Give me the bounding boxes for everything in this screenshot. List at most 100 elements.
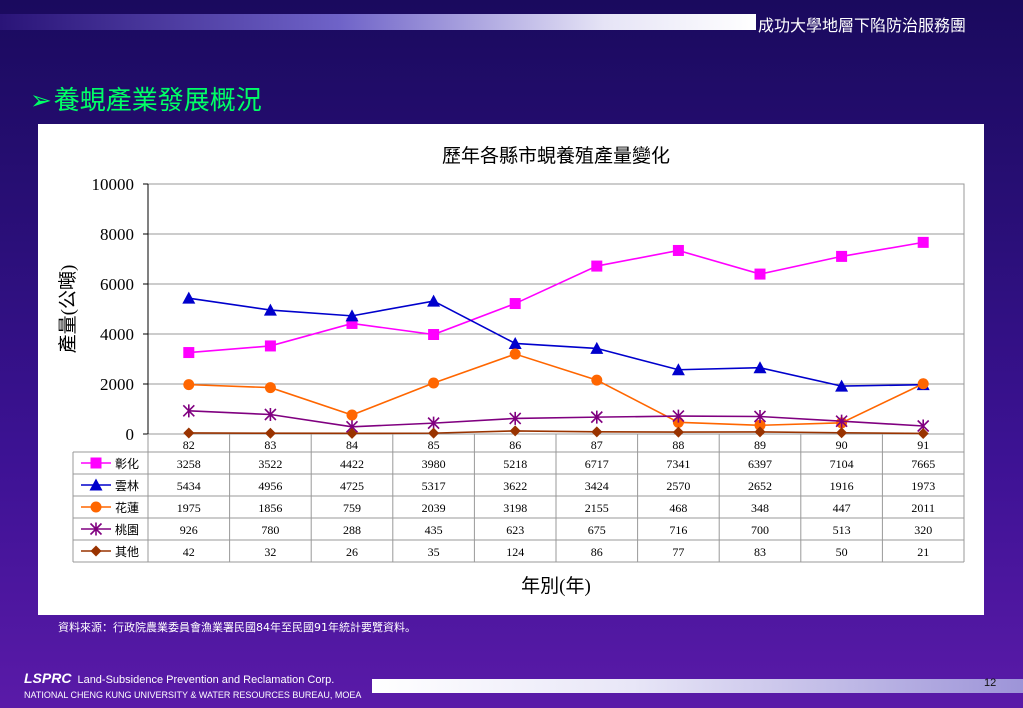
chart-title: 歷年各縣市蜆養殖產量變化 — [442, 145, 670, 167]
data-point — [264, 408, 277, 421]
series-line — [188, 297, 924, 387]
data-point — [753, 410, 767, 423]
y-axis-label: 產量(公噸) — [57, 265, 79, 354]
table-cell-value: 623 — [506, 523, 524, 537]
legend-label: 花蓮 — [115, 500, 139, 515]
y-tick-label: 4000 — [100, 325, 134, 344]
table-cell-value: 3522 — [258, 457, 282, 471]
table-cell-value: 468 — [669, 501, 687, 515]
chart-panel: 歷年各縣市蜆養殖產量變化 0 2000 4000 6000 8000 10000 產量(公噸)… — [38, 124, 984, 615]
table-cell-value: 77 — [672, 545, 684, 559]
table-cell-value: 2039 — [422, 501, 446, 515]
table-cell-value: 1975 — [177, 501, 201, 515]
table-cell-value: 4956 — [258, 479, 282, 493]
table-cell-value: 4422 — [340, 457, 364, 471]
data-point — [836, 427, 848, 439]
x-tick-label: 82 — [183, 438, 195, 452]
data-point — [182, 404, 195, 418]
x-tick-label: 90 — [836, 438, 848, 452]
data-point — [346, 409, 358, 421]
table-cell-value: 6397 — [748, 457, 772, 471]
table-cell-value: 32 — [264, 545, 276, 559]
table-cell-value: 26 — [346, 545, 358, 559]
series-line — [188, 241, 924, 354]
table-cell-value: 926 — [180, 523, 198, 537]
x-tick-label: 89 — [754, 438, 766, 452]
page-number: 12 — [984, 677, 997, 689]
x-tick-label: 84 — [346, 438, 358, 452]
data-point — [754, 426, 766, 438]
data-point — [917, 378, 929, 390]
data-point — [183, 379, 195, 391]
corp-name: Land-Subsidence Prevention and Reclamati… — [77, 674, 335, 686]
table-cell-value: 6717 — [585, 457, 609, 471]
data-point — [264, 427, 276, 439]
data-point — [754, 268, 766, 280]
x-tick-label: 83 — [264, 438, 276, 452]
data-point — [671, 363, 685, 376]
table-cell-value: 2011 — [911, 501, 935, 515]
table-cell-value: 288 — [343, 523, 361, 537]
data-point — [509, 425, 521, 437]
y-tick-label: 8000 — [100, 225, 134, 244]
table-cell-value: 4725 — [340, 479, 364, 493]
legend-key-marker — [90, 457, 102, 469]
data-point — [672, 409, 685, 423]
data-point — [428, 427, 440, 439]
table-cell-value: 716 — [669, 523, 687, 537]
x-tick-label: 87 — [591, 438, 603, 452]
data-point — [428, 377, 440, 389]
data-source-note: 資料來源：行政院農業委員會漁業署民國84年至民國91年統計要覽資料。 — [58, 621, 416, 634]
table-cell-value: 780 — [261, 523, 279, 537]
table-cell-value: 675 — [588, 523, 606, 537]
table-cell-value: 320 — [914, 523, 932, 537]
legend-label: 桃園 — [115, 522, 139, 537]
footer-band — [372, 679, 1023, 693]
data-point — [591, 426, 603, 438]
data-point — [346, 317, 358, 329]
table-cell-value: 2570 — [666, 479, 690, 493]
data-point — [835, 379, 849, 392]
data-point — [428, 329, 440, 340]
slide-title: ➢養蜆產業發展概況 — [30, 80, 262, 117]
table-cell-value: 513 — [833, 523, 851, 537]
table-cell-value: 7665 — [911, 457, 935, 471]
data-point — [754, 419, 766, 431]
x-axis-label: 年別(年) — [521, 575, 591, 597]
footer-logo: LSPRC Land-Subsidence Prevention and Recl… — [24, 670, 361, 700]
table-cell-value: 447 — [833, 501, 851, 515]
legend-key-marker — [89, 478, 103, 491]
table-cell-value: 50 — [836, 545, 848, 559]
data-point — [346, 427, 358, 439]
x-tick-label: 86 — [509, 438, 521, 452]
table-cell-value: 3198 — [503, 501, 527, 515]
table-cell-value: 21 — [917, 545, 929, 559]
line-chart: 歷年各縣市蜆養殖產量變化 0 2000 4000 6000 8000 10000 產量(公噸)… — [57, 145, 965, 597]
data-point — [183, 347, 195, 359]
table-cell-value: 3424 — [585, 479, 609, 493]
table-cell-value: 7104 — [830, 457, 854, 471]
table-cell-value: 124 — [506, 545, 524, 559]
table-cell-value: 3980 — [422, 457, 446, 471]
data-point — [590, 410, 603, 424]
legend-key-marker — [90, 501, 102, 513]
table-cell-value: 3258 — [177, 457, 201, 471]
table-cell-value: 7341 — [666, 457, 690, 471]
series-line — [188, 353, 924, 427]
table-cell-value: 5317 — [422, 479, 446, 493]
table-cell-value: 5434 — [177, 479, 201, 493]
y-tick-label: 10000 — [92, 175, 135, 194]
table-cell-value: 5218 — [503, 457, 527, 471]
y-tick-label: 6000 — [100, 275, 134, 294]
data-point — [672, 244, 684, 256]
org-name: 成功大學地層下陷防治服務團 — [758, 16, 967, 35]
data-point — [182, 291, 196, 304]
data-point — [836, 250, 848, 262]
data-point — [590, 341, 604, 354]
data-point — [753, 361, 767, 374]
legend-key-marker — [89, 522, 103, 536]
table-cell-value: 759 — [343, 501, 361, 515]
data-point — [427, 294, 441, 307]
data-point — [509, 298, 521, 310]
data-point — [509, 411, 522, 425]
